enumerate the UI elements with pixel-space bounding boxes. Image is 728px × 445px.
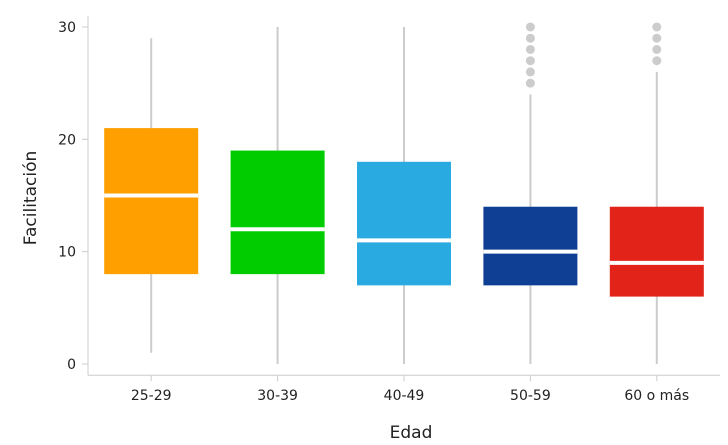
box-3 [483,206,578,286]
outlier-3-4 [525,33,535,43]
y-axis: 0 10 20 30 [58,15,89,376]
box-2 [357,161,451,286]
outlier-3-0 [525,78,535,88]
y-tick-label-20: 20 [58,132,76,148]
y-tick-label-0: 0 [67,357,76,373]
outlier-4-2 [652,33,662,43]
box-group-3 [483,22,578,364]
box-group-2 [357,27,451,364]
x-tick-label-4: 60 o más [624,388,689,404]
box-group-1 [230,27,325,364]
x-axis-title: Edad [390,423,433,443]
box-0 [104,128,199,275]
box-4 [609,206,704,297]
boxes [104,22,704,364]
outlier-4-1 [652,44,662,54]
x-tick-label-2: 40-49 [384,388,425,404]
outlier-3-1 [525,67,535,77]
outlier-4-3 [652,22,662,32]
outlier-3-5 [525,22,535,32]
x-tick-label-1: 30-39 [257,388,298,404]
y-axis-title: Facilitación [21,151,41,245]
box-group-4 [609,22,704,364]
x-tick-label-3: 50-59 [510,388,551,404]
outlier-4-0 [652,56,662,66]
y-tick-label-10: 10 [58,245,76,261]
y-tick-label-30: 30 [58,20,76,36]
x-axis: 25-29 30-39 40-49 50-59 60 o más [88,374,720,404]
outlier-3-2 [525,56,535,66]
outlier-3-3 [525,44,535,54]
box-1 [230,150,325,275]
box-group-0 [104,38,199,353]
x-tick-label-0: 25-29 [131,388,172,404]
